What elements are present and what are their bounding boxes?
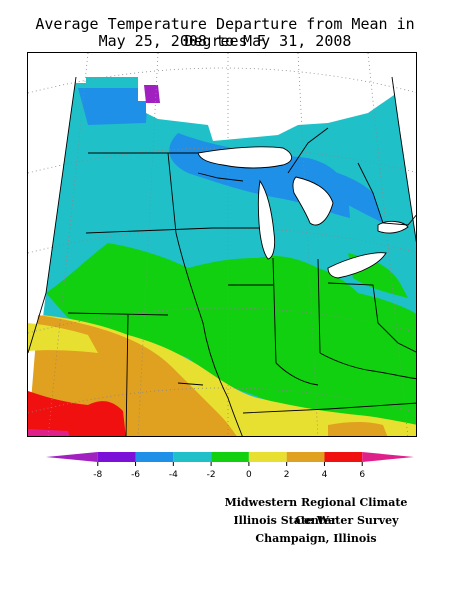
legend-swatch xyxy=(286,452,325,462)
fill-yellow-west xyxy=(28,323,98,353)
legend-tick-label: 0 xyxy=(246,470,252,480)
lake-superior xyxy=(197,146,293,169)
legend-tick-label: -4 xyxy=(169,470,178,480)
fill-canada-west xyxy=(76,77,86,83)
legend-tick-label: 6 xyxy=(359,470,365,480)
map-date-range: May 25, 2008 to May 31, 2008 xyxy=(98,32,352,50)
legend-swatch xyxy=(173,452,212,462)
legend-tick-label: -8 xyxy=(93,470,102,480)
map-title: Average Temperature Departure from Mean … xyxy=(35,15,415,50)
credit-center: Midwestern Regional Climate Center xyxy=(224,496,408,527)
fill-green xyxy=(46,243,416,436)
legend-swatch xyxy=(135,452,174,462)
great-lakes xyxy=(197,146,409,279)
fill-magenta xyxy=(28,429,70,436)
anomaly-fill xyxy=(28,77,416,436)
lake-huron xyxy=(292,176,334,226)
fill-red xyxy=(28,391,126,436)
lake-erie xyxy=(327,252,387,279)
credit-survey: Illinois State Water Survey xyxy=(233,514,399,527)
legend-tick-label: -6 xyxy=(131,470,140,480)
color-legend: -8 -6 -4 -2 0 2 4 6 xyxy=(46,452,414,480)
temperature-map xyxy=(27,52,417,437)
legend-labels: -8 -6 -4 -2 0 2 4 6 xyxy=(93,462,365,480)
legend-swatch xyxy=(362,452,414,462)
fill-orange-south xyxy=(328,422,388,436)
fill-blue-michigan xyxy=(298,163,383,223)
legend-tick-label: 2 xyxy=(284,470,290,480)
legend-swatch xyxy=(211,452,249,462)
map-canvas xyxy=(28,53,416,436)
state-borders xyxy=(28,76,416,436)
fill-blue-northwest xyxy=(78,88,148,125)
fill-purple xyxy=(144,85,160,103)
legend-swatch xyxy=(248,452,287,462)
legend-swatches xyxy=(46,452,414,462)
legend-tick-label: 4 xyxy=(322,470,328,480)
legend-swatch xyxy=(97,452,136,462)
credit-location: Champaign, Illinois xyxy=(255,532,377,545)
fill-canada xyxy=(146,77,394,141)
legend-tick-label: -2 xyxy=(207,470,216,480)
legend-swatch xyxy=(46,452,98,462)
graticule xyxy=(28,53,416,436)
legend-swatch xyxy=(324,452,363,462)
lake-michigan xyxy=(257,179,276,260)
